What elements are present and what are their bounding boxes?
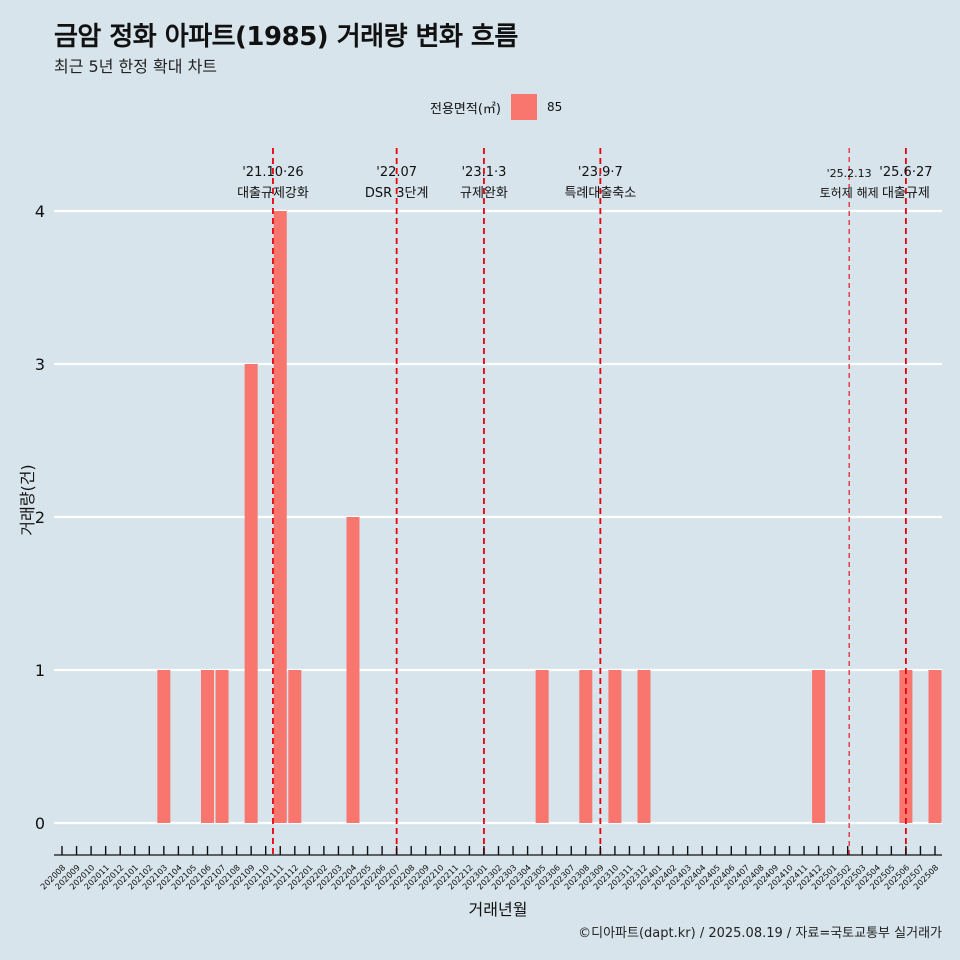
event-date-label: '23.1·3 (461, 165, 506, 180)
bar (899, 670, 913, 823)
y-tick-label: 2 (35, 508, 45, 527)
axis-layer: 0123420200820200920201020201120201220210… (18, 202, 942, 919)
legend-title: 전용면적(㎡) (430, 101, 501, 117)
x-axis-title: 거래년월 (469, 900, 528, 919)
event-text-label: 대출규제 (882, 186, 930, 201)
bar-layer (157, 211, 942, 823)
grid-layer (54, 209, 942, 825)
legend: 전용면적(㎡) 85 (430, 94, 562, 120)
event-layer: '21.10·26 대출규제강화 '22.07 DSR 3단계 '23.1·3 규제완화 '… (237, 148, 933, 855)
event-text-label: 토허제 해제 (820, 186, 879, 200)
event-text-label: 규제완화 (460, 186, 508, 201)
bar (579, 670, 593, 823)
y-tick-label: 0 (35, 814, 45, 833)
y-tick-label: 3 (35, 355, 45, 374)
event-date-label: '21.10·26 (242, 165, 303, 180)
event-text-label: DSR 3단계 (365, 186, 429, 201)
y-tick-label: 1 (35, 661, 45, 680)
event-date-label: '25.2.13 (827, 167, 872, 180)
bar (346, 517, 360, 823)
event-text-label: 대출규제강화 (237, 186, 309, 201)
bar (273, 211, 287, 823)
event-date-label: '22.07 (376, 165, 417, 180)
legend-swatch (510, 94, 537, 120)
bar (201, 670, 214, 823)
bar (535, 670, 549, 823)
bar (215, 670, 229, 823)
bar (244, 364, 258, 823)
bar (637, 670, 651, 823)
y-tick-label: 4 (35, 202, 45, 221)
chart-title: 금암 정화 아파트(1985) 거래량 변화 흐름 (54, 22, 518, 52)
bar (928, 670, 942, 823)
y-axis-title: 거래량(건) (18, 464, 37, 535)
bar (288, 670, 302, 823)
bar (608, 670, 622, 823)
bar (157, 670, 171, 823)
event-text-label: 특례대출축소 (564, 186, 636, 201)
legend-entry: 85 (546, 100, 563, 114)
event-date-label: '23.9·7 (578, 165, 623, 180)
source-caption: ©디아파트(dapt.kr) / 2025.08.19 / 자료=국토교통부 실… (578, 926, 942, 941)
chart-subtitle: 최근 5년 한정 확대 차트 (54, 57, 218, 76)
bar (812, 670, 826, 823)
event-date-label: '25.6·27 (879, 165, 932, 180)
